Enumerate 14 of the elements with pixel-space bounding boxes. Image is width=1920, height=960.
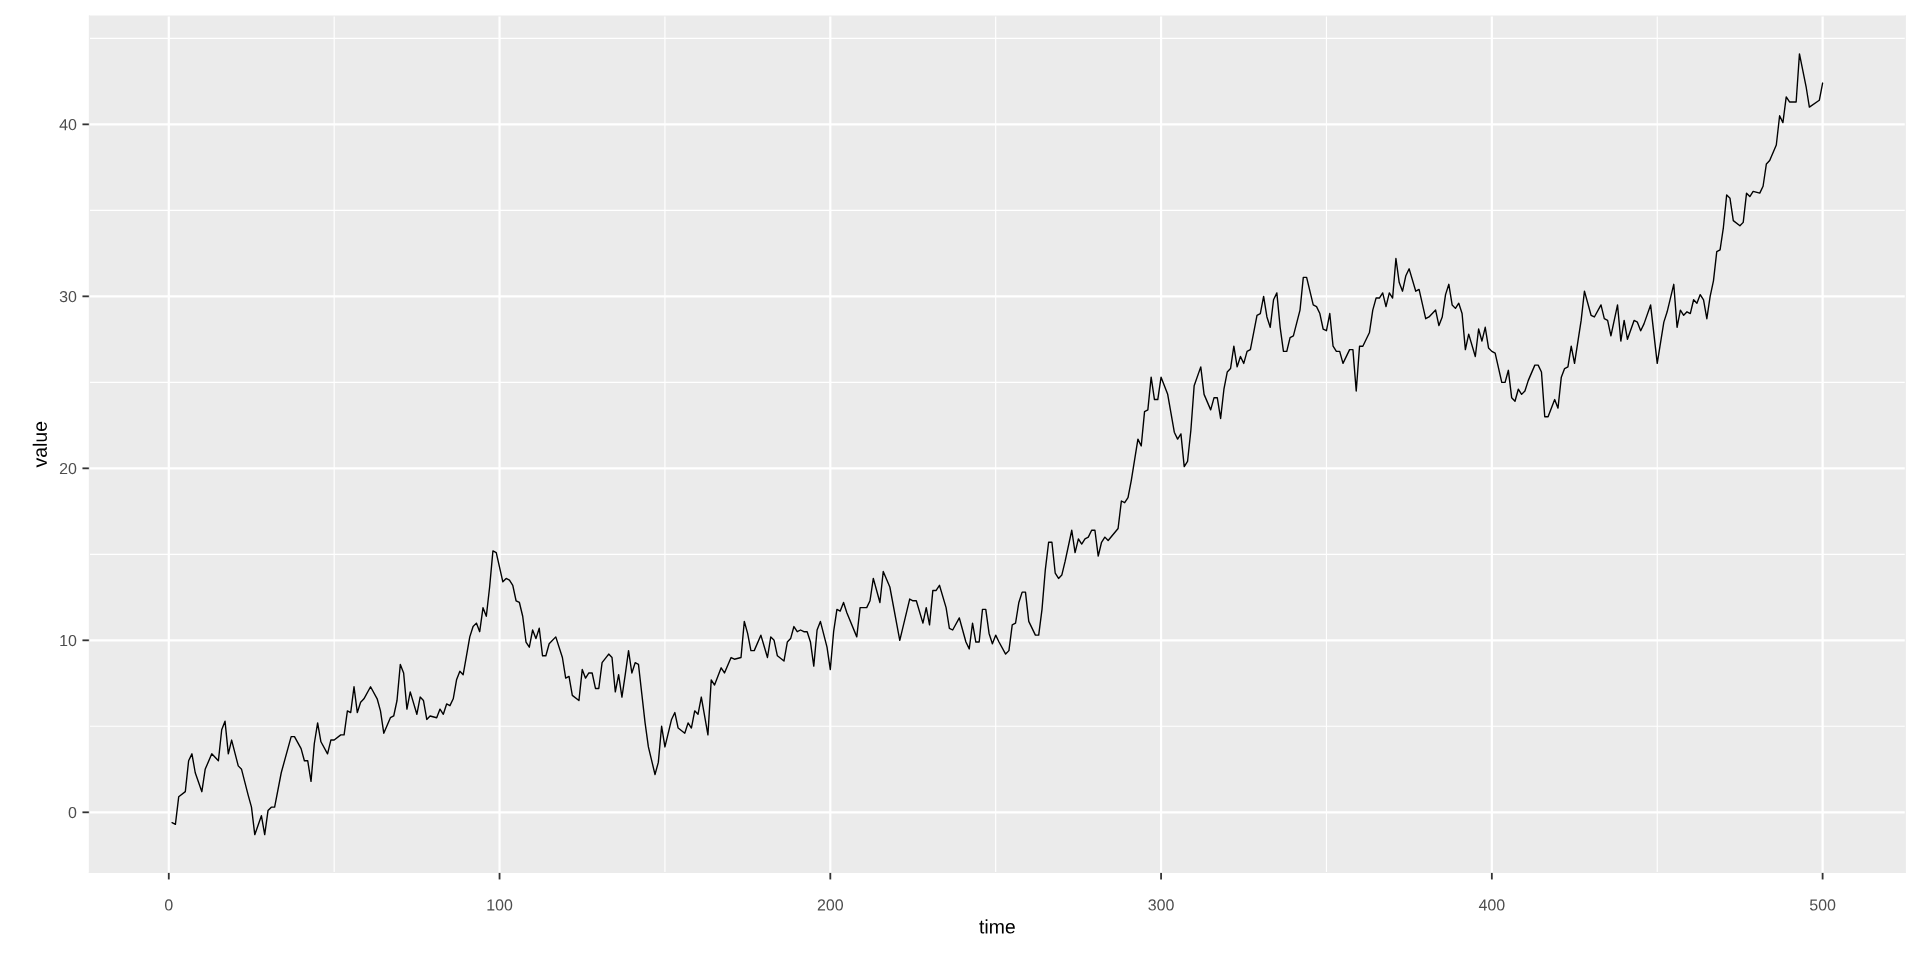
x-axis-title: time (979, 919, 1015, 934)
y-tick-label: 40 (59, 118, 77, 131)
line-series (171, 53, 1824, 836)
y-tick-label: 20 (59, 462, 77, 475)
y-tick-label: 0 (68, 806, 77, 819)
y-tick-label: 10 (60, 634, 77, 647)
x-tick-label: 200 (817, 899, 844, 911)
x-tick-label: 100 (487, 899, 513, 911)
x-tick-label: 500 (1809, 899, 1836, 911)
x-tick-label: 300 (1148, 899, 1174, 911)
x-tick-label: 0 (164, 899, 173, 911)
y-tick-label: 30 (59, 290, 77, 303)
y-axis-title: value (32, 421, 47, 468)
x-tick-label: 400 (1478, 899, 1505, 911)
